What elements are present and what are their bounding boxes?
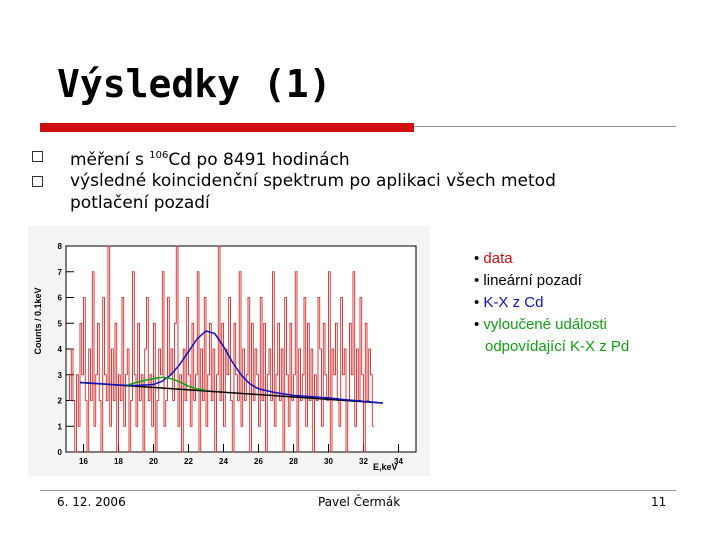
x-tick-label: 22 xyxy=(184,457,193,466)
y-tick-label: 4 xyxy=(58,345,63,354)
legend-item-data: • data xyxy=(474,248,629,270)
x-axis: 16 18 20 22 24 26 28 30 32 34 xyxy=(79,444,403,466)
footer-date: 6. 12. 2006 xyxy=(57,495,126,509)
bullet-1-sup: 106 xyxy=(149,150,169,161)
series-kx-cd-fit xyxy=(79,330,383,404)
series-data-histogram xyxy=(67,245,374,453)
legend-bullet: • xyxy=(474,316,484,333)
bullet-1-text: měření s 106Cd po 8491 hodinách xyxy=(70,145,350,171)
y-axis-label: Counts / 0.1keV xyxy=(33,287,43,354)
legend-label-excluded: vyloučené události xyxy=(483,316,607,333)
y-tick-label: 1 xyxy=(58,422,63,431)
x-tick-label: 30 xyxy=(324,457,333,466)
y-tick-label: 5 xyxy=(58,319,63,328)
series-excluded-events xyxy=(127,376,207,391)
legend-bullet: • xyxy=(474,272,484,289)
bullet-2-line1: výsledné koincidenční spektrum po aplika… xyxy=(70,171,556,191)
legend-item-cd: • K-X z Cd xyxy=(474,292,629,314)
legend-item-excluded: • vyloučené události xyxy=(474,314,629,336)
x-tick-label: 26 xyxy=(254,457,263,466)
x-tick-label: 28 xyxy=(289,457,298,466)
x-tick-label: 18 xyxy=(114,457,123,466)
x-axis-label: E,keV xyxy=(373,462,398,472)
footer-line xyxy=(40,490,676,491)
y-tick-label: 8 xyxy=(58,242,63,251)
title-rule-red xyxy=(40,123,414,132)
bullet-2-line2: potlačení pozadí xyxy=(70,193,210,213)
x-tick-label: 24 xyxy=(219,457,228,466)
title-rule-grey xyxy=(414,126,676,127)
legend-bullet: • xyxy=(474,250,484,267)
y-tick-label: 6 xyxy=(58,294,63,303)
legend-label-data: data xyxy=(483,250,513,267)
bullet-2-text: výsledné koincidenční spektrum po aplika… xyxy=(70,170,556,214)
bullet-1-post: Cd po 8491 hodinách xyxy=(168,150,350,170)
legend-item-excluded-cont: odpovídající K-X z Pd xyxy=(474,336,629,358)
y-tick-label: 2 xyxy=(58,397,63,406)
legend-label-excluded-cont: odpovídající K-X z Pd xyxy=(485,338,630,355)
x-tick-label: 16 xyxy=(79,457,88,466)
slide-title: Výsledky (1) xyxy=(57,62,332,106)
x-tick-label: 34 xyxy=(394,457,403,466)
bullet-1-pre: měření s xyxy=(70,150,150,170)
y-axis: 0 1 2 3 4 5 6 7 8 xyxy=(58,242,74,457)
legend-item-background: • lineární pozadí xyxy=(474,270,629,292)
y-tick-label: 7 xyxy=(58,268,63,277)
square-bullet-icon xyxy=(32,176,43,187)
y-tick-label: 0 xyxy=(58,448,63,457)
x-tick-label: 20 xyxy=(149,457,158,466)
square-bullet-icon xyxy=(32,151,43,162)
legend-label-cd: K-X z Cd xyxy=(483,294,544,311)
x-tick-label: 32 xyxy=(359,457,368,466)
legend-bullet: • xyxy=(474,294,484,311)
y-tick-label: 3 xyxy=(58,371,63,380)
chart-legend: • data • lineární pozadí • K-X z Cd • vy… xyxy=(474,248,629,358)
chart-series xyxy=(67,245,383,453)
legend-label-background: lineární pozadí xyxy=(483,272,582,289)
footer-author: Pavel Čermák xyxy=(318,495,401,509)
footer-page-number: 11 xyxy=(651,495,667,509)
